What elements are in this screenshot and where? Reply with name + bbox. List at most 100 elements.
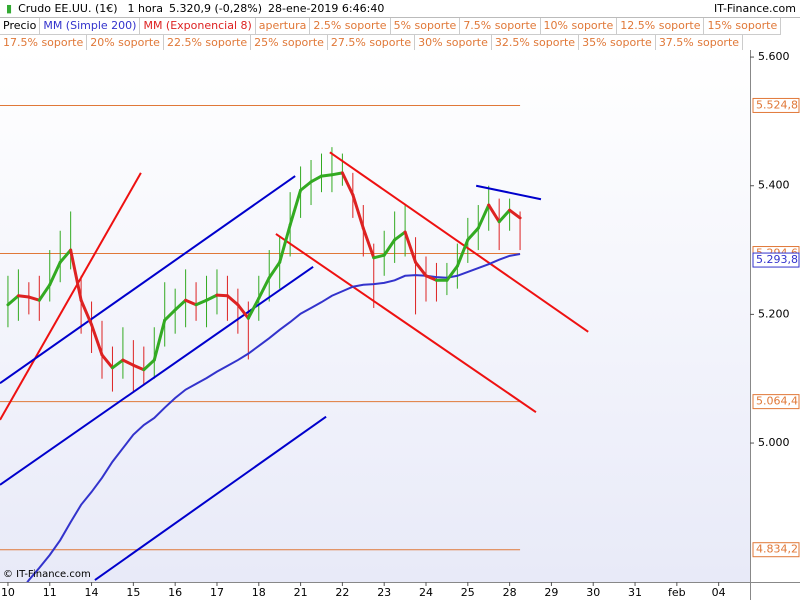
legend-level: 17.5% soporte xyxy=(0,35,88,50)
y-tick-label: 5.200 xyxy=(758,307,790,320)
ema-segment xyxy=(100,353,114,370)
ema-segment xyxy=(403,230,418,264)
ema-segment xyxy=(163,308,177,322)
ema-segment xyxy=(205,293,219,302)
brand: IT-Finance.com xyxy=(714,2,796,15)
trend-line xyxy=(475,184,542,201)
level-box xyxy=(752,97,800,113)
ema-segment xyxy=(361,226,376,260)
ema-segment xyxy=(414,260,428,278)
x-tick-label: 30 xyxy=(586,586,600,599)
ema-segment xyxy=(319,173,334,178)
ema-segment xyxy=(288,188,303,227)
ema-segment xyxy=(173,298,188,312)
ema-segment xyxy=(309,174,323,184)
ema-segment xyxy=(487,203,501,224)
legend-level: 20% soporte xyxy=(87,35,164,50)
y-tick-label: 5.000 xyxy=(758,436,790,449)
ema-segment xyxy=(497,208,512,224)
x-tick-label: 23 xyxy=(377,586,391,599)
ema-segment xyxy=(393,230,407,242)
ema-segment xyxy=(278,223,292,264)
level-box xyxy=(752,542,800,558)
x-tick-label: 21 xyxy=(294,586,308,599)
plot-area xyxy=(0,50,750,582)
x-tick-label: 29 xyxy=(544,586,558,599)
ema-segment xyxy=(142,358,156,372)
x-tick-label: 11 xyxy=(43,586,57,599)
title: Crudo EE.UU. (1€) xyxy=(18,2,118,15)
ema-segment xyxy=(6,294,20,307)
ema-segment xyxy=(445,264,459,282)
legend-level: 5% soporte xyxy=(390,18,461,35)
ema-segment xyxy=(37,283,52,302)
ema-segment xyxy=(299,180,313,192)
ema-segment xyxy=(79,298,94,327)
level-label: 5.064,4 xyxy=(756,395,798,408)
legend-level: 27.5% soporte xyxy=(328,35,416,50)
ema-segment xyxy=(152,318,167,362)
trend-line xyxy=(329,151,589,333)
legend-entry: MM (Simple 200) xyxy=(40,18,141,35)
ema-segment xyxy=(508,208,522,220)
legend-price: Precio xyxy=(0,18,41,35)
legend-level: 25% soporte xyxy=(251,35,328,50)
legend: Precio MM (Simple 200) MM (Exponencial 8) a… xyxy=(0,18,800,50)
ema-segment xyxy=(90,323,104,357)
legend-level: 2.5% soporte xyxy=(310,18,391,35)
x-tick-label: 15 xyxy=(126,586,140,599)
x-tick-label: 31 xyxy=(628,586,642,599)
header: ▮ Crudo EE.UU. (1€) 1 hora 5.320,9 (-0,28%)… xyxy=(0,0,800,18)
last-box xyxy=(752,252,800,268)
trend-line xyxy=(0,265,314,486)
quote: 5.320,9 (-0,28%) xyxy=(169,2,262,15)
legend-level: 30% soporte xyxy=(415,35,492,50)
legend-level: 12.5% soporte xyxy=(617,18,705,35)
legend-level: apertura xyxy=(255,18,311,35)
trend-line xyxy=(0,172,142,421)
ema-segment xyxy=(48,260,62,287)
ma-line xyxy=(26,253,521,582)
trend-line xyxy=(275,233,537,413)
x-tick-label: 18 xyxy=(252,586,266,599)
ema-segment xyxy=(225,294,240,307)
ema-segment xyxy=(194,298,209,307)
level-box xyxy=(752,394,800,410)
ema-segment xyxy=(330,171,344,177)
x-tick-label: 16 xyxy=(168,586,182,599)
x-tick-label: 25 xyxy=(461,586,475,599)
legend-level: 22.5% soporte xyxy=(164,35,252,50)
ema-segment xyxy=(246,296,261,320)
trend-line xyxy=(94,415,327,581)
ema-segment xyxy=(121,358,135,367)
x-tick-label: 04 xyxy=(712,586,726,599)
ema-segment xyxy=(27,295,41,302)
ema-segment xyxy=(257,276,271,300)
ema-segment xyxy=(58,248,73,264)
ema-segment xyxy=(110,358,125,370)
copyright: © IT-Finance.com xyxy=(3,569,91,580)
ema-segment xyxy=(215,293,229,298)
ema-segment xyxy=(131,363,146,372)
ema-segment xyxy=(69,248,83,302)
interval: 1 hora xyxy=(127,2,163,15)
level-label: 4.834,2 xyxy=(756,543,798,556)
x-tick-label: 24 xyxy=(419,586,433,599)
ema-segment xyxy=(466,226,480,242)
ema-segment xyxy=(351,193,365,230)
ema-segment xyxy=(16,294,31,299)
legend-level: 37.5% soporte xyxy=(656,35,744,50)
legend-entry: MM (Exponencial 8) xyxy=(140,18,256,35)
marks xyxy=(0,104,589,582)
legend-level: 15% soporte xyxy=(704,18,782,35)
x-tick-label: 22 xyxy=(335,586,349,599)
legend-level: 35% soporte xyxy=(579,35,656,50)
last-label: 5.293,8 xyxy=(756,253,798,266)
x-tick-label: feb xyxy=(668,586,686,599)
timestamp: 28-ene-2019 6:46:40 xyxy=(267,2,385,15)
level-label: 5.524,8 xyxy=(756,98,798,111)
ema-segment xyxy=(184,298,198,307)
ema-segment xyxy=(236,303,250,320)
